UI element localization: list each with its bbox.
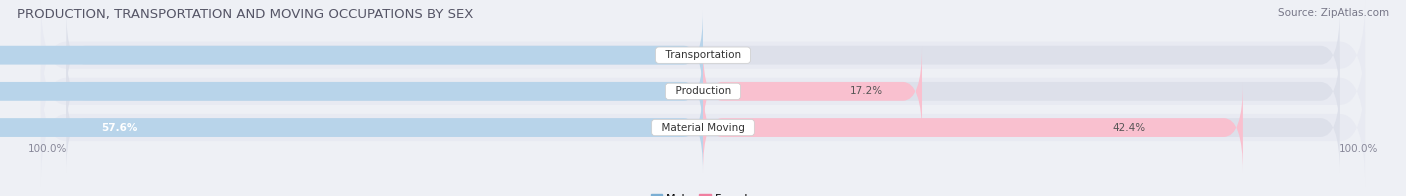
Text: Material Moving: Material Moving <box>655 122 751 132</box>
Text: 17.2%: 17.2% <box>849 86 883 96</box>
FancyBboxPatch shape <box>41 0 1365 114</box>
Text: 57.6%: 57.6% <box>101 122 138 132</box>
Text: Source: ZipAtlas.com: Source: ZipAtlas.com <box>1278 8 1389 18</box>
Text: 0.0%: 0.0% <box>710 50 735 60</box>
FancyBboxPatch shape <box>703 83 1243 172</box>
Text: Production: Production <box>669 86 737 96</box>
FancyBboxPatch shape <box>703 46 922 136</box>
Text: PRODUCTION, TRANSPORTATION AND MOVING OCCUPATIONS BY SEX: PRODUCTION, TRANSPORTATION AND MOVING OC… <box>17 8 474 21</box>
Text: Transportation: Transportation <box>658 50 748 60</box>
FancyBboxPatch shape <box>66 46 1340 136</box>
FancyBboxPatch shape <box>41 69 1365 186</box>
FancyBboxPatch shape <box>66 83 1340 172</box>
FancyBboxPatch shape <box>0 83 703 172</box>
Text: 100.0%: 100.0% <box>1339 143 1378 153</box>
Text: 100.0%: 100.0% <box>28 143 67 153</box>
FancyBboxPatch shape <box>0 46 703 136</box>
Text: 42.4%: 42.4% <box>1112 122 1146 132</box>
FancyBboxPatch shape <box>41 33 1365 150</box>
Legend: Male, Female: Male, Female <box>647 189 759 196</box>
FancyBboxPatch shape <box>0 10 703 100</box>
FancyBboxPatch shape <box>66 10 1340 100</box>
